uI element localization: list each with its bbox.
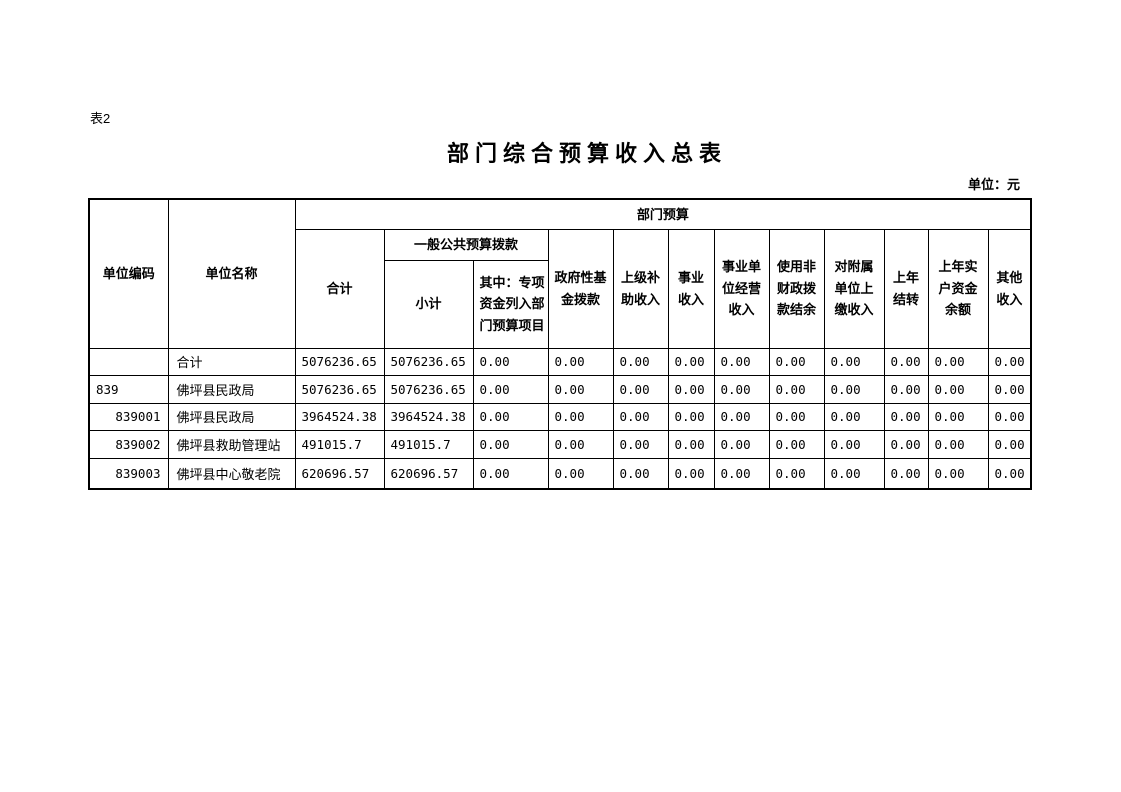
value-cell: 0.00 bbox=[472, 402, 549, 431]
header-superior-subsidy: 上级补 助收入 bbox=[612, 228, 669, 349]
value-cell: 491015.7 bbox=[383, 429, 474, 459]
value-cell: 0.00 bbox=[547, 374, 614, 404]
value-cell: 0.00 bbox=[927, 347, 989, 376]
table-row: 合计 5076236.65 5076236.65 0.00 0.00 0.00 0.00 0.… bbox=[88, 347, 1032, 376]
value-cell: 0.00 bbox=[883, 429, 929, 459]
value-cell: 0.00 bbox=[927, 402, 989, 431]
value-cell: 3964524.38 bbox=[294, 402, 385, 431]
value-cell: 5076236.65 bbox=[294, 374, 385, 404]
unit-note: 单位：元 bbox=[968, 177, 1021, 192]
value-cell: 0.00 bbox=[667, 457, 715, 490]
value-cell: 0.00 bbox=[823, 457, 885, 490]
value-cell: 0.00 bbox=[612, 374, 669, 404]
value-cell: 0.00 bbox=[547, 429, 614, 459]
unit-name-cell: 佛坪县民政局 bbox=[167, 374, 296, 404]
value-cell: 0.00 bbox=[713, 429, 770, 459]
header-prev-year-real-account: 上年实 户资金 余额 bbox=[927, 228, 989, 349]
unit-code-cell: 839 bbox=[88, 374, 169, 404]
unit-code-cell: 839003 bbox=[88, 457, 169, 490]
unit-name-cell: 佛坪县中心敬老院 bbox=[167, 457, 296, 490]
header-subordinate-remittance: 对附属 单位上 缴收入 bbox=[823, 228, 885, 349]
value-cell: 5076236.65 bbox=[294, 347, 385, 376]
value-cell: 0.00 bbox=[927, 429, 989, 459]
value-cell: 0.00 bbox=[472, 374, 549, 404]
value-cell: 0.00 bbox=[667, 347, 715, 376]
header-total: 合计 bbox=[294, 228, 385, 349]
value-cell: 0.00 bbox=[823, 429, 885, 459]
page-title: 部门综合预算收入总表 bbox=[447, 141, 728, 166]
header-other-income: 其他 收入 bbox=[987, 228, 1032, 349]
value-cell: 0.00 bbox=[547, 457, 614, 490]
table-row: 839003 佛坪县中心敬老院 620696.57 620696.57 0.00 0.00… bbox=[88, 457, 1032, 490]
value-cell: 0.00 bbox=[823, 347, 885, 376]
table-row: 839 佛坪县民政局 5076236.65 5076236.65 0.00 0.00 0.0… bbox=[88, 374, 1032, 404]
unit-name-cell: 合计 bbox=[167, 347, 296, 376]
value-cell: 0.00 bbox=[713, 374, 770, 404]
value-cell: 0.00 bbox=[768, 457, 825, 490]
header-general-public-budget: 一般公共预算拨款 bbox=[383, 228, 549, 261]
value-cell: 0.00 bbox=[987, 457, 1032, 490]
header-subtotal: 小计 bbox=[383, 259, 474, 349]
table-number-label: 表2 bbox=[90, 111, 111, 126]
value-cell: 0.00 bbox=[612, 402, 669, 431]
value-cell: 0.00 bbox=[768, 429, 825, 459]
header-business-operation-income: 事业单 位经营 收入 bbox=[713, 228, 770, 349]
value-cell: 0.00 bbox=[883, 374, 929, 404]
header-unit-code: 单位编码 bbox=[88, 198, 169, 349]
value-cell: 0.00 bbox=[667, 402, 715, 431]
value-cell: 620696.57 bbox=[294, 457, 385, 490]
value-cell: 0.00 bbox=[823, 374, 885, 404]
header-prev-year-carryover: 上年 结转 bbox=[883, 228, 929, 349]
value-cell: 5076236.65 bbox=[383, 347, 474, 376]
value-cell: 0.00 bbox=[472, 457, 549, 490]
value-cell: 0.00 bbox=[768, 374, 825, 404]
value-cell: 0.00 bbox=[927, 374, 989, 404]
header-business-income: 事业 收入 bbox=[667, 228, 715, 349]
value-cell: 0.00 bbox=[883, 402, 929, 431]
header-gov-funds: 政府性基 金拨款 bbox=[547, 228, 614, 349]
value-cell: 5076236.65 bbox=[383, 374, 474, 404]
value-cell: 0.00 bbox=[667, 374, 715, 404]
table-row: 839001 佛坪县民政局 3964524.38 3964524.38 0.00 0.00… bbox=[88, 402, 1032, 431]
table-header: 单位编码 单位名称 部门预算 合计 一般公共预算拨款 政府性基 金拨款 上级补 … bbox=[88, 198, 1032, 349]
value-cell: 0.00 bbox=[547, 347, 614, 376]
value-cell: 0.00 bbox=[883, 457, 929, 490]
budget-revenue-table: 单位编码 单位名称 部门预算 合计 一般公共预算拨款 政府性基 金拨款 上级补 … bbox=[88, 198, 1033, 490]
unit-name-cell: 佛坪县救助管理站 bbox=[167, 429, 296, 459]
value-cell: 0.00 bbox=[987, 429, 1032, 459]
value-cell: 0.00 bbox=[987, 374, 1032, 404]
value-cell: 0.00 bbox=[713, 347, 770, 376]
value-cell: 0.00 bbox=[768, 402, 825, 431]
value-cell: 0.00 bbox=[713, 402, 770, 431]
value-cell: 0.00 bbox=[768, 347, 825, 376]
unit-code-cell: 839001 bbox=[88, 402, 169, 431]
value-cell: 0.00 bbox=[472, 347, 549, 376]
value-cell: 0.00 bbox=[612, 429, 669, 459]
header-unit-name: 单位名称 bbox=[167, 198, 296, 349]
value-cell: 0.00 bbox=[883, 347, 929, 376]
value-cell: 0.00 bbox=[823, 402, 885, 431]
table-row: 839002 佛坪县救助管理站 491015.7 491015.7 0.00 0.00 0.… bbox=[88, 429, 1032, 459]
value-cell: 0.00 bbox=[612, 457, 669, 490]
header-non-fiscal-balance: 使用非 财政拨 款结余 bbox=[768, 228, 825, 349]
value-cell: 0.00 bbox=[987, 347, 1032, 376]
header-special-funds: 其中：专项 资金列入部 门预算项目 bbox=[472, 259, 549, 349]
unit-code-cell: 839002 bbox=[88, 429, 169, 459]
value-cell: 0.00 bbox=[713, 457, 770, 490]
unit-name-cell: 佛坪县民政局 bbox=[167, 402, 296, 431]
value-cell: 491015.7 bbox=[294, 429, 385, 459]
value-cell: 0.00 bbox=[927, 457, 989, 490]
value-cell: 0.00 bbox=[547, 402, 614, 431]
table-body: 合计 5076236.65 5076236.65 0.00 0.00 0.00 0.00 0.… bbox=[88, 347, 1032, 490]
value-cell: 0.00 bbox=[472, 429, 549, 459]
value-cell: 0.00 bbox=[612, 347, 669, 376]
value-cell: 3964524.38 bbox=[383, 402, 474, 431]
header-dept-budget: 部门预算 bbox=[294, 198, 1032, 230]
value-cell: 620696.57 bbox=[383, 457, 474, 490]
value-cell: 0.00 bbox=[987, 402, 1032, 431]
value-cell: 0.00 bbox=[667, 429, 715, 459]
unit-code-cell bbox=[88, 347, 169, 376]
